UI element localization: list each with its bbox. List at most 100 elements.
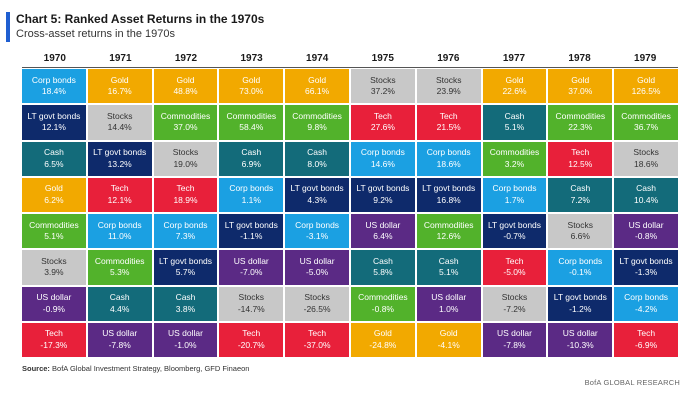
asset-return: 1.0% bbox=[439, 303, 459, 314]
asset-cell: US dollar -7.8% bbox=[87, 322, 152, 357]
asset-cell: Tech 18.9% bbox=[153, 177, 218, 212]
year-header-row: 1970 1971 1972 1973 1974 1975 1976 1977 1978 1979 bbox=[22, 53, 678, 67]
asset-cell: LT govt bonds 5.7% bbox=[153, 250, 218, 285]
asset-return: -0.8% bbox=[634, 231, 658, 242]
asset-cell: Cash 6.5% bbox=[22, 141, 86, 176]
asset-return: 58.4% bbox=[239, 122, 264, 133]
asset-return: 11.0% bbox=[107, 231, 132, 242]
asset-return: 10.4% bbox=[634, 194, 659, 205]
asset-cell: Tech -17.3% bbox=[22, 322, 86, 357]
asset-name: Gold bbox=[176, 74, 195, 85]
asset-cell: US dollar -7.8% bbox=[482, 322, 547, 357]
asset-name: Tech bbox=[637, 328, 656, 339]
asset-name: Commodities bbox=[489, 147, 540, 158]
asset-return: -14.7% bbox=[237, 303, 265, 314]
asset-name: Gold bbox=[242, 74, 261, 85]
asset-cell: Stocks 19.0% bbox=[153, 141, 218, 176]
asset-return: -10.3% bbox=[566, 339, 594, 350]
asset-cell: Tech 27.6% bbox=[350, 105, 415, 140]
asset-cell: Stocks -7.2% bbox=[482, 286, 547, 321]
asset-cell: Gold 16.7% bbox=[87, 69, 152, 104]
asset-name: Stocks bbox=[304, 292, 330, 303]
asset-name: US dollar bbox=[562, 328, 598, 339]
asset-cell: Tech 12.5% bbox=[548, 141, 613, 176]
asset-cell: Gold 37.0% bbox=[548, 69, 613, 104]
asset-return: 18.6% bbox=[634, 158, 659, 169]
asset-cell: Stocks 14.4% bbox=[87, 105, 152, 140]
asset-name: LT govt bonds bbox=[553, 292, 607, 303]
asset-name: Stocks bbox=[633, 147, 659, 158]
year-label: 1974 bbox=[306, 53, 329, 64]
asset-cell: Cash 5.1% bbox=[416, 250, 481, 285]
asset-cell: Stocks 6.6% bbox=[548, 214, 613, 249]
year-label: 1978 bbox=[568, 53, 591, 64]
asset-return: -1.0% bbox=[174, 339, 197, 350]
asset-return: 18.6% bbox=[436, 158, 461, 169]
source-note: Source: BofA Global Investment Strategy,… bbox=[22, 364, 249, 373]
asset-cell: Stocks 3.9% bbox=[22, 250, 86, 285]
asset-name: Corp bonds bbox=[492, 183, 537, 194]
brand-footer: BofA GLOBAL RESEARCH bbox=[584, 378, 680, 387]
asset-return: -4.2% bbox=[634, 303, 658, 314]
asset-return: -7.0% bbox=[240, 267, 263, 278]
asset-name: LT govt bonds bbox=[356, 183, 410, 194]
asset-return: 19.0% bbox=[173, 158, 198, 169]
asset-cell: US dollar -7.0% bbox=[219, 250, 284, 285]
asset-name: Gold bbox=[44, 183, 63, 194]
asset-cell: Cash 6.9% bbox=[219, 141, 284, 176]
source-label: Source: bbox=[22, 364, 50, 373]
asset-name: Tech bbox=[44, 328, 63, 339]
asset-return: 16.7% bbox=[107, 86, 132, 97]
asset-return: 6.9% bbox=[241, 158, 261, 169]
asset-name: Gold bbox=[637, 74, 656, 85]
asset-name: Cash bbox=[636, 183, 656, 194]
asset-cell: Gold -24.8% bbox=[350, 322, 415, 357]
asset-name: Corp bonds bbox=[163, 219, 208, 230]
asset-cell: US dollar -5.0% bbox=[285, 250, 349, 285]
asset-name: Commodities bbox=[555, 110, 606, 121]
asset-cell: LT govt bonds 9.2% bbox=[350, 177, 415, 212]
asset-return: 5.1% bbox=[504, 122, 525, 133]
asset-cell: Tech -20.7% bbox=[219, 322, 284, 357]
asset-cell: LT govt bonds -1.2% bbox=[548, 286, 613, 321]
asset-cell: Tech -6.9% bbox=[614, 322, 678, 357]
asset-return: 16.8% bbox=[436, 194, 461, 205]
asset-return: -7.8% bbox=[108, 339, 131, 350]
source-text: BofA Global Investment Strategy, Bloombe… bbox=[49, 364, 250, 373]
asset-return: 6.6% bbox=[570, 231, 590, 242]
asset-return: 73.0% bbox=[239, 86, 264, 97]
asset-name: Tech bbox=[308, 328, 327, 339]
asset-cell: Cash 8.0% bbox=[285, 141, 349, 176]
asset-name: Stocks bbox=[567, 219, 594, 230]
asset-name: LT govt bonds bbox=[619, 255, 673, 266]
asset-name: Tech bbox=[242, 328, 261, 339]
asset-name: US dollar bbox=[102, 328, 138, 339]
asset-return: -6.9% bbox=[634, 339, 658, 350]
asset-name: Commodities bbox=[226, 110, 277, 121]
asset-name: Cash bbox=[43, 147, 64, 158]
asset-name: Gold bbox=[373, 328, 392, 339]
asset-name: Tech bbox=[373, 110, 392, 121]
asset-cell: Tech -37.0% bbox=[285, 322, 349, 357]
asset-return: 14.6% bbox=[370, 158, 395, 169]
asset-cell: LT govt bonds 13.2% bbox=[87, 141, 152, 176]
asset-return: 3.2% bbox=[504, 158, 525, 169]
asset-return: 12.1% bbox=[41, 122, 66, 133]
asset-cell: Cash 10.4% bbox=[614, 177, 678, 212]
header-divider bbox=[22, 67, 678, 68]
asset-cell: Corp bonds 18.4% bbox=[22, 69, 86, 104]
asset-cell: Stocks 18.6% bbox=[614, 141, 678, 176]
asset-cell: Cash 7.2% bbox=[548, 177, 613, 212]
asset-return: -24.8% bbox=[369, 339, 397, 350]
asset-return: -0.1% bbox=[569, 267, 592, 278]
asset-cell: LT govt bonds 4.3% bbox=[285, 177, 349, 212]
asset-return: 21.5% bbox=[436, 122, 461, 133]
asset-cell: Commodities 3.2% bbox=[482, 141, 547, 176]
returns-grid: Corp bonds 18.4% Gold 16.7% Gold 48.8% Gold 73.… bbox=[22, 69, 678, 357]
asset-name: Stocks bbox=[238, 292, 265, 303]
asset-return: -3.1% bbox=[305, 231, 329, 242]
year-label: 1977 bbox=[502, 53, 526, 64]
asset-name: LT govt bonds bbox=[290, 183, 344, 194]
asset-name: Corp bonds bbox=[31, 74, 76, 85]
asset-return: -1.1% bbox=[240, 231, 263, 242]
